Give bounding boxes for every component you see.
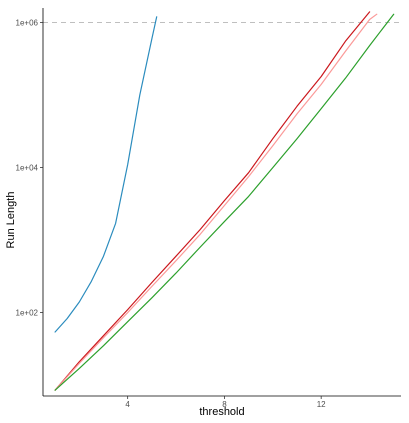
x-tick-label: 4 [125,400,130,409]
y-axis-title: Run Length [5,192,17,249]
series-line-4 [54,13,395,391]
x-axis-title: threshold [199,406,244,418]
y-tick-label: 1e+06 [16,19,39,28]
x-axis-ticks: 4 8 12 [125,396,326,409]
x-tick-label: 8 [222,400,227,409]
x-tick-label: 12 [317,400,326,409]
series-line-1 [54,16,158,333]
y-tick-label: 1e+02 [16,309,39,318]
y-tick-label: 1e+04 [16,164,39,173]
y-axis-ticks: 1e+02 1e+04 1e+06 [16,19,43,318]
series-line-2 [54,11,371,391]
series-line-3 [54,13,378,391]
plot-area [43,11,401,391]
